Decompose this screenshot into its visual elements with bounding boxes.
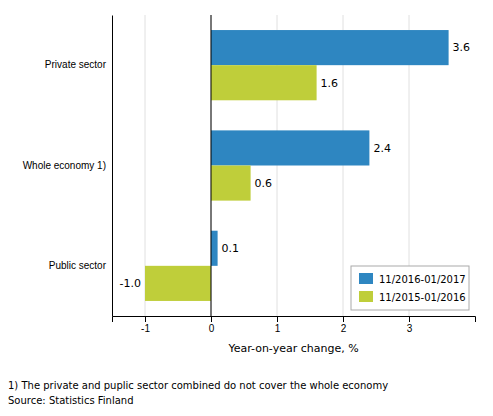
footnote: Source: Statistics Finland <box>8 395 134 406</box>
x-tick-mark <box>277 316 278 322</box>
y-tick-label: Public sector <box>49 260 107 271</box>
bars <box>145 30 449 301</box>
bar <box>211 231 218 266</box>
x-tick-label: 1 <box>275 323 281 334</box>
x-tick: 2 <box>341 316 347 334</box>
y-tick: Whole economy 1) <box>23 160 112 171</box>
data-labels: 0.1 2.4 3.6 -1.0 0.6 1.6 <box>120 41 471 290</box>
legend-frame <box>351 266 469 310</box>
data-label: 0.6 <box>255 177 273 190</box>
x-axis-title: Year-on-year change, % <box>227 342 358 355</box>
data-label: 0.1 <box>222 242 240 255</box>
data-label: 1.6 <box>321 77 339 90</box>
x-tick-label: 0 <box>209 323 215 334</box>
x-tick-label: 3 <box>407 323 413 334</box>
y-axis: Public sector Whole economy 1) Private sec… <box>23 16 113 317</box>
data-label: 3.6 <box>453 41 471 54</box>
x-tick-label: -1 <box>141 323 150 334</box>
data-label: 2.4 <box>373 142 391 155</box>
y-tick: Public sector <box>49 260 112 271</box>
bar <box>211 130 369 165</box>
x-tick: 3 <box>407 316 413 334</box>
legend-item: 11/2016-01/2017 <box>359 273 466 285</box>
data-label: -1.0 <box>120 277 141 290</box>
zero-line <box>211 15 212 316</box>
y-tick-label: Private sector <box>45 59 107 70</box>
x-axis-line <box>113 317 476 323</box>
x-tick-mark <box>409 316 410 322</box>
x-tick-mark <box>145 316 146 322</box>
y-tick-label: Whole economy 1) <box>23 160 106 171</box>
grid-line <box>211 15 212 316</box>
x-axis: -1 0 1 2 3 <box>113 316 476 334</box>
plot: 0.1 2.4 3.6 -1.0 0.6 1.6 -1 0 1 2 3 Public sector Wh… <box>23 15 476 355</box>
chart: 0.1 2.4 3.6 -1.0 0.6 1.6 -1 0 1 2 3 Public sector Wh… <box>0 0 493 416</box>
x-tick-mark <box>211 316 212 322</box>
bar <box>145 266 211 301</box>
bar <box>211 30 449 65</box>
legend-swatch <box>359 273 373 284</box>
legend: 11/2016-01/2017 11/2015-01/2016 <box>351 266 469 310</box>
legend-label: 11/2015-01/2016 <box>379 292 466 303</box>
x-tick-mark <box>343 316 344 322</box>
legend-label: 11/2016-01/2017 <box>379 274 466 285</box>
bar <box>211 65 317 100</box>
y-tick: Private sector <box>45 59 112 70</box>
x-tick: 0 <box>209 316 215 334</box>
x-tick: 1 <box>275 316 281 334</box>
bar <box>211 166 251 201</box>
legend-swatch <box>359 291 373 302</box>
x-tick: -1 <box>141 316 150 334</box>
footnote: 1) The private and puplic sector combine… <box>8 380 388 391</box>
y-axis-line <box>112 16 113 317</box>
legend-item: 11/2015-01/2016 <box>359 291 466 303</box>
x-tick-label: 2 <box>341 323 347 334</box>
